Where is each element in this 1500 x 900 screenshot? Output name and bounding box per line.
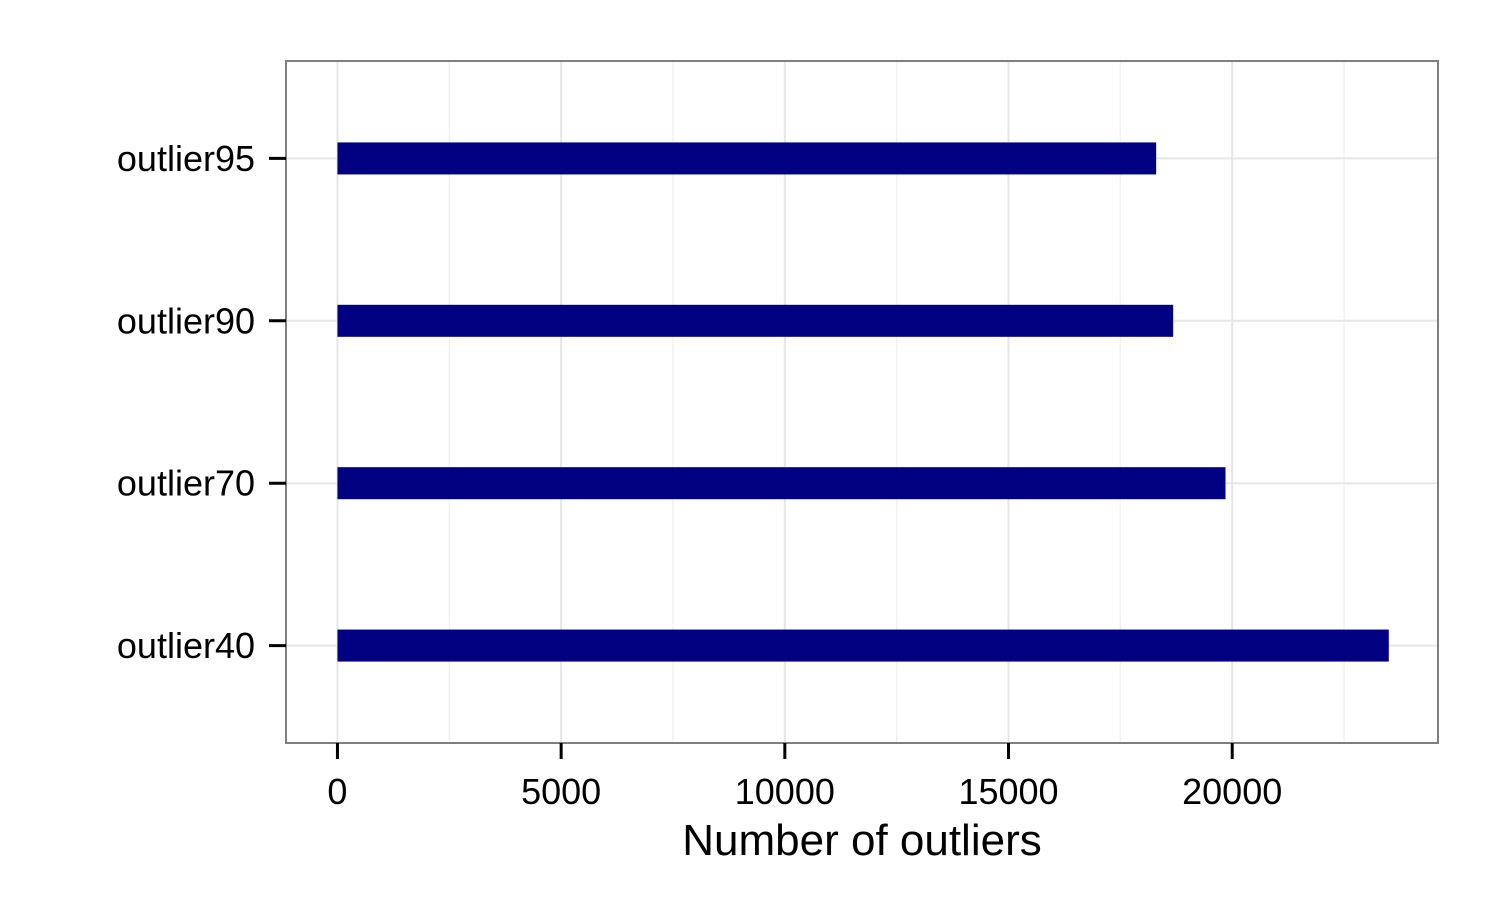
y-tick-label: outlier90	[117, 300, 255, 341]
x-axis-title: Number of outliers	[682, 816, 1041, 865]
x-tick-label: 0	[327, 771, 347, 812]
y-tick-label: outlier70	[117, 463, 255, 504]
y-tick-label: outlier40	[117, 625, 255, 666]
bar-outlier90	[337, 304, 1174, 337]
y-tick-label: outlier95	[117, 138, 255, 179]
plot-panel-border	[285, 60, 1439, 744]
x-tick-label: 15000	[958, 771, 1058, 812]
bar-outlier95	[337, 142, 1157, 175]
x-axis: 0 5000 10000 15000 20000	[327, 743, 1282, 812]
bars	[337, 142, 1389, 662]
x-tick-label: 10000	[735, 771, 835, 812]
bar-outlier70	[337, 467, 1226, 500]
y-axis: outlier40 outlier70 outlier90 outlier95	[117, 138, 286, 666]
x-tick-label: 5000	[521, 771, 601, 812]
x-tick-label: 20000	[1182, 771, 1282, 812]
bar-outlier40	[337, 629, 1389, 662]
